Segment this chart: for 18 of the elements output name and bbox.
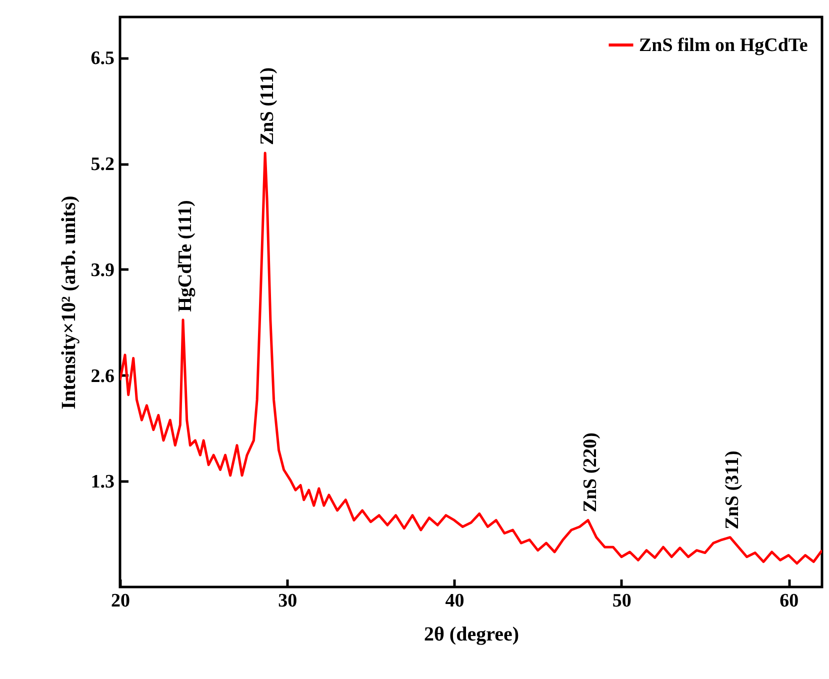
x-tick-label: 40: [445, 590, 464, 612]
y-tick-label: 6.5: [90, 48, 114, 70]
y-tick-label: 2.6: [90, 366, 114, 387]
y-tick-label: 1.3: [90, 472, 114, 493]
legend-label: ZnS film on HgCdTe: [639, 35, 808, 56]
x-axis-title: 2θ (degree): [424, 624, 520, 646]
x-tick-label: 30: [278, 590, 298, 612]
x-tick-label: 50: [612, 590, 632, 612]
annotation: ZnS (220): [580, 432, 601, 512]
y-tick-label: 3.9: [90, 260, 114, 281]
y-tick-label: 5.2: [90, 154, 114, 176]
annotation: ZnS (111): [257, 67, 278, 145]
x-tick-label: 60: [780, 590, 799, 612]
x-tick-label: 20: [111, 590, 130, 612]
annotation: ZnS (311): [722, 450, 744, 530]
annotation: HgCdTe (111): [175, 200, 196, 312]
y-axis-title: Intensity×10² (arb. units): [58, 196, 80, 410]
line-series: [120, 152, 822, 565]
